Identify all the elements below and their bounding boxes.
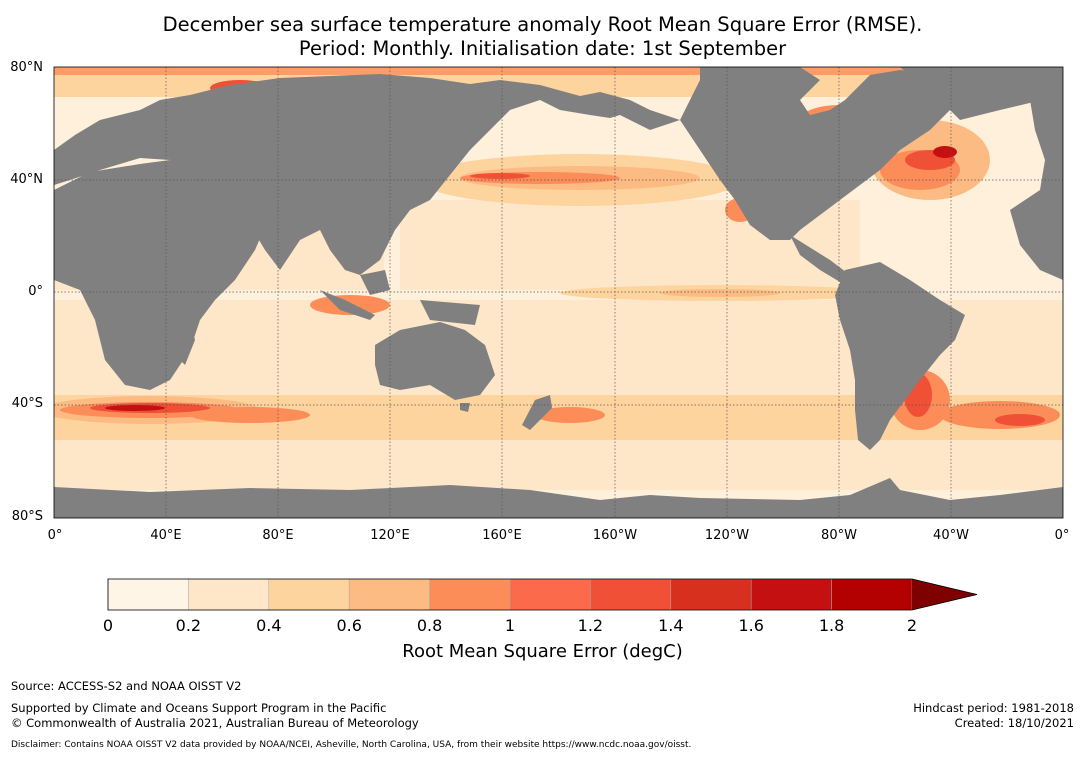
lat-label-80n: 80°N <box>10 60 43 75</box>
colorbar-outline <box>107 578 978 611</box>
colorbar-tick-label: 0.4 <box>256 616 282 635</box>
colorbar-cell-1 <box>188 578 270 611</box>
colorbar-tick-label: 1.4 <box>658 616 684 635</box>
lon-label-160e: 160°E <box>482 528 522 543</box>
europe-africa-east <box>1010 95 1063 280</box>
chart-title-line-2: Period: Monthly. Initialisation date: 1s… <box>298 37 787 60</box>
lat-label-80s: 80°S <box>11 509 43 524</box>
antarctica <box>54 478 1063 518</box>
south-america <box>835 262 965 450</box>
borneo <box>360 270 390 295</box>
map-frame <box>53 66 1064 519</box>
eurasia <box>54 74 680 275</box>
colorbar-cell-6 <box>590 578 672 611</box>
colorbar-cell-4 <box>429 578 511 611</box>
lat-label-0: 0° <box>28 284 43 299</box>
chart-title-line-1: December sea surface temperature anomaly… <box>162 13 923 36</box>
colorbar-cell-9 <box>831 578 913 611</box>
lon-label-40w: 40°W <box>933 528 969 543</box>
lon-label-0-west: 0° <box>47 528 63 543</box>
madagascar <box>175 320 195 365</box>
colorbar-cell-7 <box>670 578 752 611</box>
lon-label-120e: 120°E <box>370 528 410 543</box>
new-guinea <box>420 300 480 325</box>
colorbar-tick-label: 1.8 <box>818 616 845 635</box>
colorbar-cell-0 <box>107 578 189 611</box>
greenland <box>900 67 1063 120</box>
colorbar-extend-arrow <box>912 579 977 610</box>
colorbar-cell-3 <box>348 578 430 611</box>
new-zealand <box>522 395 552 430</box>
lat-label-40s: 40°S <box>11 396 43 411</box>
colorbar-tick-label: 0.6 <box>336 616 362 635</box>
colorbar-tick-label: 1.2 <box>577 616 604 635</box>
map-gridlines <box>54 67 1063 518</box>
colorbar-title: Root Mean Square Error (degC) <box>402 641 683 662</box>
hindcast-period: Hindcast period: 1981-2018 <box>913 701 1074 715</box>
australia <box>375 322 495 400</box>
land-masses <box>54 67 1063 518</box>
created-date: Created: 18/10/2021 <box>954 716 1074 730</box>
disclaimer: Disclaimer: Contains NOAA OISST V2 data … <box>11 740 692 750</box>
central-america <box>790 235 850 285</box>
colorbar-tick-label: 1.6 <box>738 616 764 635</box>
lon-label-120w: 120°W <box>704 528 750 543</box>
colorbar-tick-label: 0 <box>102 616 114 635</box>
colorbar-cell-8 <box>750 578 832 611</box>
lon-label-160w: 160°W <box>592 528 638 543</box>
japan <box>400 160 440 210</box>
colorbar-tick-label: 0.2 <box>175 616 202 635</box>
lon-label-40e: 40°E <box>150 528 182 543</box>
lon-label-80w: 80°W <box>821 528 857 543</box>
copyright-note: © Commonwealth of Australia 2021, Austra… <box>11 716 419 730</box>
colorbar-cell-2 <box>268 578 350 611</box>
colorbar-tick-label: 0.8 <box>416 616 443 635</box>
source-note: Source: ACCESS-S2 and NOAA OISST V2 <box>11 679 242 693</box>
support-note: Supported by Climate and Oceans Support … <box>11 701 387 715</box>
colorbar-tick-label: 2 <box>906 616 918 635</box>
colorbar-cell-5 <box>509 578 591 611</box>
lon-label-0-east: 0° <box>1054 528 1070 543</box>
north-america <box>680 67 960 240</box>
africa <box>54 160 268 390</box>
indonesia-sumatra-java <box>320 290 375 320</box>
lat-label-40n: 40°N <box>10 172 43 187</box>
lon-label-80e: 80°E <box>262 528 294 543</box>
colorbar-tick-label: 1 <box>504 616 516 635</box>
